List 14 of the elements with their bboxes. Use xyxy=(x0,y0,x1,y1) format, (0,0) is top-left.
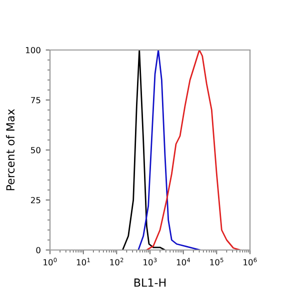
x-tick-label: 10$^{3}$ xyxy=(144,258,157,266)
x-axis-title: BL1-H xyxy=(134,278,166,287)
y-tick-label: 0 xyxy=(36,246,40,254)
y-tick-label: 50 xyxy=(31,146,40,154)
x-tick-label: 10$^{1}$ xyxy=(76,258,90,266)
x-tick-label: 10$^{2}$ xyxy=(110,258,124,266)
y-tick-label: 100 xyxy=(26,46,40,54)
y-tick-label: 75 xyxy=(31,97,40,104)
x-tick-label: 10$^{0}$ xyxy=(44,258,57,266)
y-tick-label: 25 xyxy=(30,196,40,204)
x-tick-label: 10$^{5}$ xyxy=(210,258,224,266)
x-tick-label: 10$^{4}$ xyxy=(176,258,190,266)
y-axis-title: Percent of Max xyxy=(6,109,15,190)
x-tick-label: 10$^{6}$ xyxy=(244,258,257,266)
